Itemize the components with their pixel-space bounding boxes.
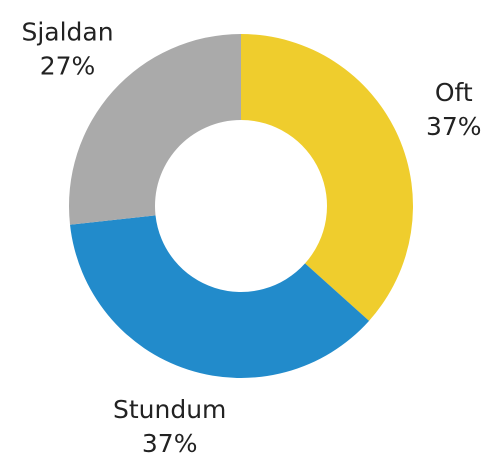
- slice-label: Oft: [435, 78, 473, 107]
- donut-slice: [69, 34, 241, 225]
- slice-value-label: 37%: [142, 429, 198, 456]
- donut-slice: [241, 34, 414, 321]
- slice-label: Stundum: [113, 395, 226, 424]
- donut-slice: [70, 215, 370, 378]
- slice-value-label: 27%: [40, 51, 96, 80]
- slice-value-label: 37%: [426, 112, 482, 141]
- slice-label: Sjaldan: [21, 17, 113, 46]
